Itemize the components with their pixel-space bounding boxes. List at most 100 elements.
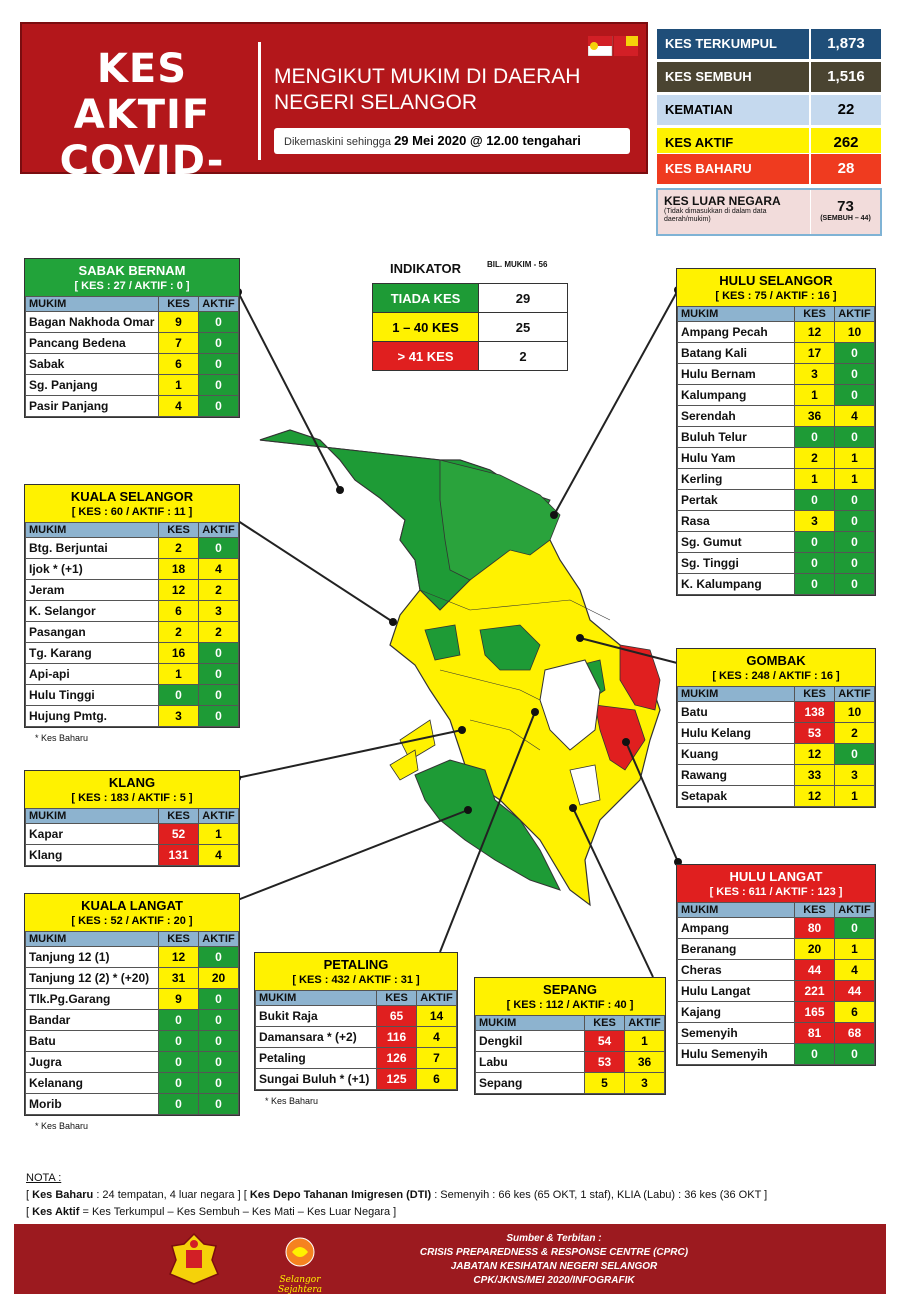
updated-value: 29 Mei 2020 @ 12.00 tengahari xyxy=(394,133,581,148)
mukim-table: MUKIM KES AKTIF Btg. Berjuntai 2 0 Ijok * (+1)… xyxy=(25,522,239,727)
kes-value: 12 xyxy=(794,785,835,807)
mukim-name: Kerling xyxy=(677,468,795,490)
notes-text: : Semenyih : 66 kes (65 OKT, 1 staf), KL… xyxy=(431,1189,768,1201)
kes-value: 0 xyxy=(794,489,835,511)
table-row: Sg. Tinggi 0 0 xyxy=(677,552,875,574)
stat-value: 28 xyxy=(809,154,881,184)
table-row: Buluh Telur 0 0 xyxy=(677,426,875,448)
district-name: KUALA SELANGOR xyxy=(25,485,239,505)
district-name: KUALA LANGAT xyxy=(25,894,239,914)
legend-value: 29 xyxy=(478,283,568,313)
footer-source: Sumber & Terbitan : xyxy=(506,1233,602,1244)
mukim-table: MUKIM KES AKTIF Bukit Raja 65 14 Damansara * (… xyxy=(255,990,457,1090)
table-row: Cheras 44 4 xyxy=(677,959,875,981)
mukim-name: Pancang Bedena xyxy=(25,332,159,354)
stat-luar-label: KES LUAR NEGARA xyxy=(664,194,781,208)
table-row: Sepang 5 3 xyxy=(475,1072,665,1094)
table-header-row: MUKIM KES AKTIF xyxy=(25,296,239,312)
mukim-name: Damansara * (+2) xyxy=(255,1026,377,1048)
aktif-value: 4 xyxy=(198,844,239,866)
table-row: Dengkil 54 1 xyxy=(475,1030,665,1052)
table-row: Ijok * (+1) 18 4 xyxy=(25,558,239,580)
column-header-mukim: MUKIM xyxy=(475,1015,585,1031)
sejahtera-text: Selangor Sejahtera xyxy=(277,1275,323,1295)
mukim-name: Pasangan xyxy=(25,621,159,643)
kes-value: 2 xyxy=(158,621,199,643)
stat-value: 262 xyxy=(809,128,881,158)
district-summary: [ KES : 52 / AKTIF : 20 ] xyxy=(25,914,239,931)
stat-label: KES LUAR NEGARA (Tidak dimasukkan di dal… xyxy=(658,190,810,234)
column-header-mukim: MUKIM xyxy=(25,522,159,538)
connector-kuala-selangor xyxy=(231,516,394,623)
footer-code: CPK/JKNS/MEI 2020/INFOGRAFIK xyxy=(473,1275,635,1286)
mukim-name: Rawang xyxy=(677,764,795,786)
notes: NOTA : [ Kes Baharu : 24 tempatan, 4 lua… xyxy=(26,1170,886,1221)
kes-value: 0 xyxy=(158,684,199,706)
kes-value: 125 xyxy=(376,1068,417,1090)
table-row: Kalumpang 1 0 xyxy=(677,384,875,406)
connector-dot xyxy=(336,486,344,494)
map-region-green-mid2 xyxy=(424,624,461,661)
district-summary: [ KES : 112 / AKTIF : 40 ] xyxy=(475,998,665,1015)
table-row: Hulu Tinggi 0 0 xyxy=(25,684,239,706)
kes-value: 33 xyxy=(794,764,835,786)
mukim-name: Petaling xyxy=(255,1047,377,1069)
page-title: KES AKTIF COVID-19 xyxy=(59,46,225,230)
stat-value: 1,516 xyxy=(809,62,881,92)
notes-kes-baharu: Kes Baharu xyxy=(32,1189,94,1201)
aktif-value: 20 xyxy=(198,967,239,989)
mukim-name: Bandar xyxy=(25,1009,159,1031)
table-row: Batu 0 0 xyxy=(25,1030,239,1052)
map-kuala-lumpur xyxy=(539,659,601,751)
mukim-name: Tlk.Pg.Garang xyxy=(25,988,159,1010)
connector-dot xyxy=(622,738,630,746)
aktif-value: 0 xyxy=(198,946,239,968)
table-header-row: MUKIM KES AKTIF xyxy=(677,686,875,702)
mukim-name: Tanjung 12 (2) * (+20) xyxy=(25,967,159,989)
kes-value: 17 xyxy=(794,342,835,364)
connector-petaling xyxy=(439,711,536,953)
kes-value: 1 xyxy=(794,468,835,490)
mukim-name: Pasir Panjang xyxy=(25,395,159,417)
table-row: Klang 131 4 xyxy=(25,844,239,866)
aktif-value: 0 xyxy=(198,642,239,664)
aktif-value: 0 xyxy=(198,1051,239,1073)
map-border xyxy=(419,589,611,621)
mukim-name: Hulu Tinggi xyxy=(25,684,159,706)
kes-value: 138 xyxy=(794,701,835,723)
district-summary: [ KES : 183 / AKTIF : 5 ] xyxy=(25,791,239,808)
table-row: Damansara * (+2) 116 4 xyxy=(255,1026,457,1048)
mukim-name: Tg. Karang xyxy=(25,642,159,664)
kes-value: 18 xyxy=(158,558,199,580)
aktif-value: 0 xyxy=(834,363,875,385)
aktif-value: 0 xyxy=(198,395,239,417)
table-row: Ampang 80 0 xyxy=(677,917,875,939)
legend-value: 2 xyxy=(478,341,568,371)
connector-sepang xyxy=(572,807,654,978)
kes-value: 12 xyxy=(158,946,199,968)
kes-value: 53 xyxy=(584,1051,625,1073)
aktif-value: 1 xyxy=(834,447,875,469)
mukim-name: Btg. Berjuntai xyxy=(25,537,159,559)
district-summary: [ KES : 611 / AKTIF : 123 ] xyxy=(677,885,875,902)
selangor-map xyxy=(259,429,661,907)
kes-value: 5 xyxy=(584,1072,625,1094)
footer-org-jkns: JABATAN KESIHATAN NEGERI SELANGOR xyxy=(450,1261,658,1272)
mukim-name: Sepang xyxy=(475,1072,585,1094)
mukim-name: Hujung Pmtg. xyxy=(25,705,159,727)
mukim-name: Batang Kali xyxy=(677,342,795,364)
column-header-aktif: AKTIF xyxy=(198,296,239,312)
mukim-name: Kuang xyxy=(677,743,795,765)
district-name: HULU SELANGOR xyxy=(677,269,875,289)
mukim-name: Sg. Tinggi xyxy=(677,552,795,574)
kes-value: 3 xyxy=(794,363,835,385)
aktif-value: 0 xyxy=(198,311,239,333)
column-header-kes: KES xyxy=(794,902,835,918)
kes-value: 221 xyxy=(794,980,835,1002)
kes-value: 20 xyxy=(794,938,835,960)
connector-dot xyxy=(550,511,558,519)
aktif-value: 0 xyxy=(198,663,239,685)
table-row: Hulu Semenyih 0 0 xyxy=(677,1043,875,1065)
aktif-value: 3 xyxy=(834,764,875,786)
aktif-value: 44 xyxy=(834,980,875,1002)
